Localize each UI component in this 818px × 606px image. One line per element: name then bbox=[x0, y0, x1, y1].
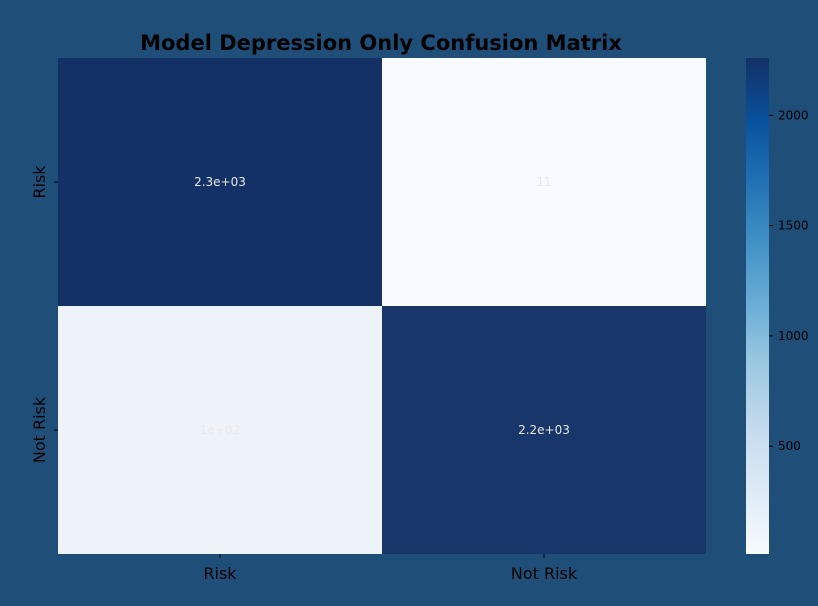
heatmap-cell bbox=[58, 306, 382, 554]
colorbar: 500 1000 1500 2000 bbox=[746, 58, 809, 554]
heatmap-cell bbox=[58, 58, 382, 306]
colorbar-tick-label: 1000 bbox=[778, 329, 809, 343]
chart-title: Model Depression Only Confusion Matrix bbox=[140, 31, 622, 55]
x-tick-label: Risk bbox=[203, 564, 237, 583]
heatmap-cell bbox=[382, 58, 706, 306]
colorbar-gradient bbox=[746, 58, 769, 554]
y-axis: Risk Not Risk bbox=[30, 165, 58, 463]
colorbar-tick-label: 500 bbox=[778, 439, 801, 453]
cell-value-label: 2.3e+03 bbox=[194, 175, 246, 189]
y-tick-label: Not Risk bbox=[30, 396, 49, 463]
cell-value-label: 2.2e+03 bbox=[518, 423, 570, 437]
cell-value-label: 1e+02 bbox=[200, 423, 240, 437]
y-tick-label: Risk bbox=[30, 165, 49, 199]
colorbar-tick-label: 2000 bbox=[778, 108, 809, 122]
x-tick-label: Not Risk bbox=[511, 564, 578, 583]
heatmap-cell bbox=[382, 306, 706, 554]
cell-value-label: 11 bbox=[536, 175, 551, 189]
heatmap-cells: 2.3e+03 11 1e+02 2.2e+03 bbox=[58, 58, 706, 554]
colorbar-tick-label: 1500 bbox=[778, 219, 809, 233]
x-axis: Risk Not Risk bbox=[203, 554, 578, 583]
